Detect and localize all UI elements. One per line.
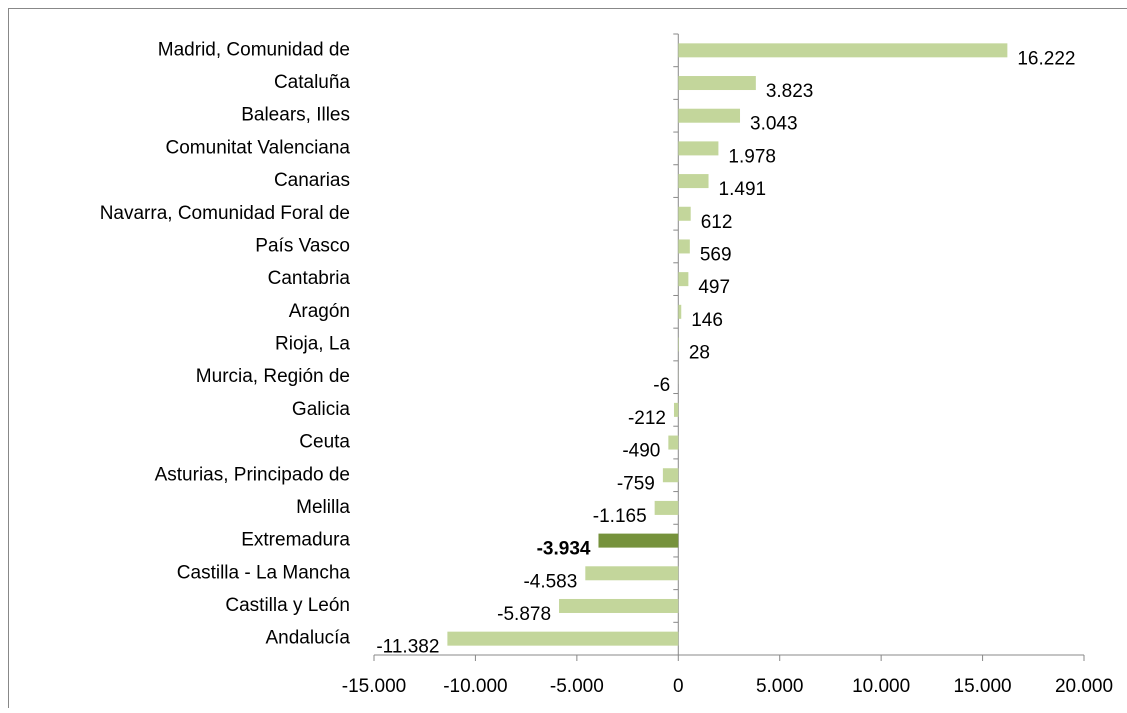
value-label: 28 [689,343,710,364]
value-label: -212 [628,408,666,429]
x-tick-label: -5.000 [550,676,604,697]
y-tick-label: Castilla y León [225,595,350,616]
x-tick-label: 10.000 [852,676,910,697]
bar [663,468,678,482]
y-tick-label: Cantabria [268,268,351,289]
bar [447,632,678,646]
y-tick-label: Andalucía [265,628,350,649]
bar [678,272,688,286]
y-tick-label: País Vasco [255,235,350,256]
bar [678,174,708,188]
y-tick-label: Rioja, La [275,334,350,355]
bar [598,534,678,548]
value-label: -490 [622,441,660,462]
value-label: -4.583 [523,571,577,592]
value-label: 16.222 [1017,48,1075,69]
value-label: -6 [653,375,670,396]
x-tick-label: 20.000 [1055,676,1113,697]
bar [678,207,690,221]
value-label: -5.878 [497,604,551,625]
value-label: 497 [698,277,730,298]
bar [668,436,678,450]
bar [678,141,718,155]
bar [678,76,756,90]
bar [678,239,690,253]
value-label: -759 [617,473,655,494]
y-tick-label: Balears, Illes [241,105,350,126]
y-tick-label: Canarias [274,170,350,191]
x-tick-label: 0 [673,676,684,697]
bar [678,109,740,123]
y-tick-label: Comunitat Valenciana [166,137,351,158]
y-tick-label: Murcia, Región de [196,366,350,387]
y-tick-label: Extremadura [241,530,350,551]
y-tick-label: Navarra, Comunidad Foral de [100,203,350,224]
value-label: -3.934 [537,539,591,560]
value-label: 569 [700,244,732,265]
value-label: 612 [701,212,733,233]
x-tick-label: 15.000 [954,676,1012,697]
value-label: 3.823 [766,81,814,102]
bar [559,599,678,613]
x-tick-label: -10.000 [443,676,507,697]
y-tick-label: Melilla [296,497,350,518]
y-tick-label: Galicia [292,399,351,420]
x-tick-label: -15.000 [342,676,406,697]
value-label: 3.043 [750,114,798,135]
y-tick-label: Cataluña [274,72,350,93]
bar [678,338,679,352]
value-label: -1.165 [593,506,647,527]
y-tick-label: Madrid, Comunidad de [158,39,350,60]
y-tick-label: Ceuta [299,432,350,453]
value-label: 146 [691,310,723,331]
bar [678,305,681,319]
bar [678,43,1007,57]
x-tick-label: 5.000 [756,676,804,697]
bar [674,403,678,417]
y-tick-label: Aragón [289,301,350,322]
y-tick-label: Asturias, Principado de [155,464,350,485]
bar [655,501,679,515]
bar [585,566,678,580]
value-label: 1.491 [719,179,767,200]
y-tick-label: Castilla - La Mancha [177,562,351,583]
value-label: 1.978 [728,146,776,167]
value-label: -11.382 [376,637,439,658]
